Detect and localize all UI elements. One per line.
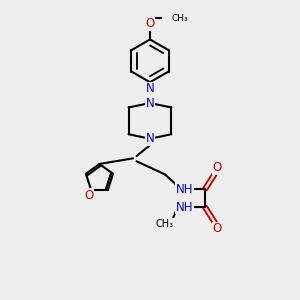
Text: NH: NH [176,201,193,214]
Text: O: O [84,189,93,202]
Text: N: N [146,132,154,145]
Text: O: O [213,161,222,174]
Text: N: N [146,97,154,110]
Text: N: N [146,82,154,95]
Text: CH₃: CH₃ [155,219,173,229]
Text: O: O [146,17,154,30]
Text: CH₃: CH₃ [171,14,188,23]
Text: NH: NH [176,183,193,196]
Text: O: O [213,222,222,235]
